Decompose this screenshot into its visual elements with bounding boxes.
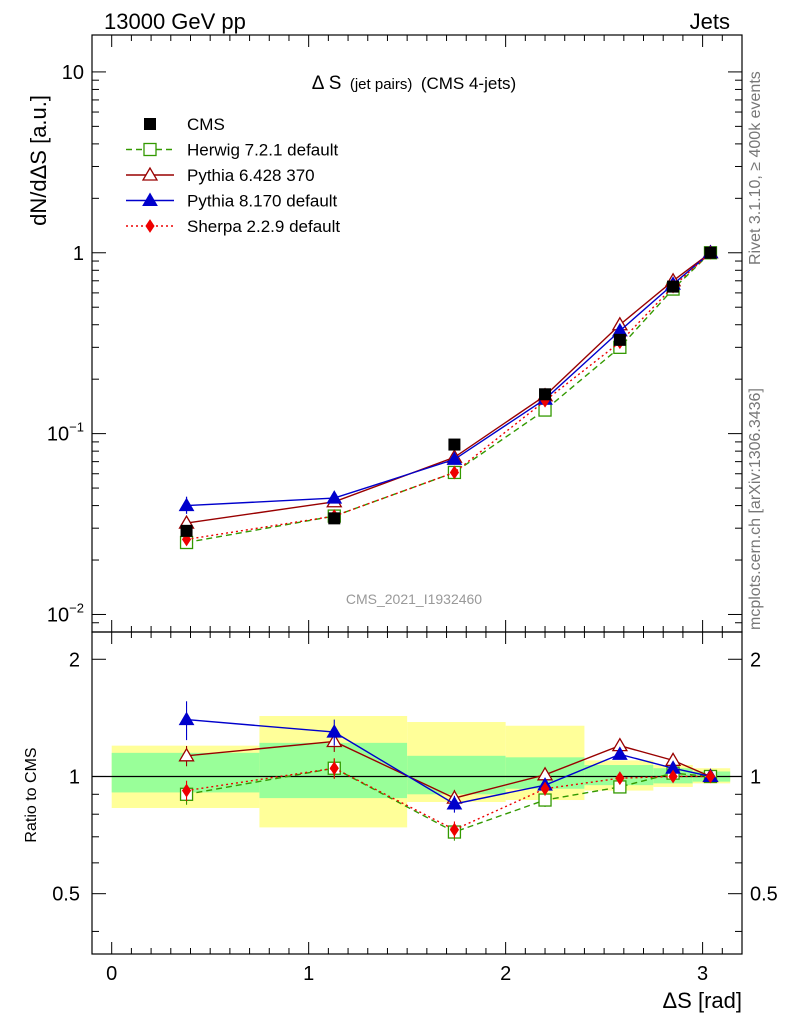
side-label-mcplots: mcplots.cern.ch [arXiv:1306.3436]	[747, 388, 764, 630]
chart-title: Δ S (jet pairs) (CMS 4-jets)	[312, 73, 516, 94]
ratio-marker	[705, 769, 716, 784]
ratio-marker	[449, 822, 460, 837]
legend: CMS Herwig 7.2.1 default Pythia 6.428 370 P…	[126, 115, 340, 236]
header-left: 13000 GeV pp	[104, 9, 246, 34]
x-tick-label: 3	[697, 963, 708, 985]
cms-data-point	[328, 512, 341, 525]
main-series	[178, 244, 719, 550]
ratio-marker	[178, 747, 195, 762]
y-tick-label: 10	[62, 62, 84, 84]
ratio-marker	[615, 771, 625, 786]
cms-data-point	[180, 524, 193, 537]
series-marker	[449, 465, 460, 480]
legend-label: Pythia 8.170 default	[187, 192, 338, 211]
cms-data-point	[667, 280, 680, 293]
legend-label: Sherpa 2.2.9 default	[187, 217, 340, 236]
y-tick-label: 10−1	[47, 420, 84, 446]
ratio-marker	[178, 711, 195, 726]
y-tick-label: 10−2	[47, 600, 84, 626]
main-tick-labels: 10−2 10−1 1 10	[47, 62, 84, 627]
series-line	[186, 252, 711, 544]
title-rest: (CMS 4-jets)	[421, 74, 516, 93]
watermark: CMS_2021_I1932460	[346, 591, 482, 607]
main-ticks	[91, 35, 743, 633]
ratio-marker	[326, 724, 343, 738]
legend-label: CMS	[187, 115, 225, 134]
ratio-marker	[612, 746, 628, 760]
x-tick-label: 1	[303, 963, 314, 985]
ratio-marker	[668, 769, 678, 784]
ratio-band-green	[407, 755, 506, 795]
x-tick-label: 2	[500, 963, 511, 985]
ratio-ticks	[91, 632, 743, 954]
ratio-y-axis-label: Ratio to CMS	[23, 747, 40, 842]
legend-marker	[143, 142, 157, 157]
y-tick-label: 1	[73, 243, 84, 265]
ratio-marker	[540, 781, 550, 796]
ratio-tick-label-right: 1	[750, 766, 761, 788]
cms-data-point	[704, 246, 717, 259]
ratio-tick-label-right: 0.5	[750, 884, 778, 906]
ratio-marker	[329, 761, 339, 776]
x-axis-label: ΔS [rad]	[662, 988, 742, 1013]
title-small: (jet pairs)	[350, 76, 413, 93]
legend-label: Pythia 6.428 370	[187, 166, 315, 185]
legend-marker	[141, 166, 159, 181]
side-label-rivet: Rivet 3.1.10, ≥ 400k events	[747, 71, 764, 265]
series-marker	[326, 490, 343, 504]
ratio-marker	[181, 783, 192, 798]
ratio-tick-label: 1	[69, 766, 80, 788]
ratio-bands	[111, 715, 731, 828]
ratio-marker	[446, 795, 463, 810]
legend-label: Herwig 7.2.1 default	[187, 141, 338, 160]
cms-data-point	[613, 333, 626, 346]
ratio-panel: 0 1 2 3 0.5 0.5 1 1 2 2 Ratio to CMS ΔS [rad]	[23, 631, 778, 1013]
legend-marker	[144, 118, 156, 130]
ratio-series	[178, 701, 719, 841]
header-right: Jets	[690, 9, 730, 34]
cms-data-point	[539, 388, 552, 401]
legend-marker	[142, 192, 158, 206]
cms-data-point	[448, 438, 461, 451]
ratio-tick-label: 0.5	[52, 884, 80, 906]
title-main: Δ S	[312, 73, 342, 94]
series-line	[186, 252, 711, 524]
ratio-marker	[538, 793, 552, 807]
x-tick-label: 0	[106, 963, 117, 985]
y-axis-label: dN/dΔS [a.u.]	[26, 95, 51, 226]
series-marker	[178, 497, 195, 512]
series-line	[186, 252, 711, 541]
ratio-tick-label: 2	[69, 649, 80, 671]
main-panel: 10−2 10−1 1 10 CMS_2021_I1932460 Δ S (jet p…	[26, 34, 743, 633]
ratio-tick-labels: 0 1 2 3 0.5 0.5 1 1 2 2	[52, 649, 778, 985]
ratio-tick-label-right: 2	[750, 649, 761, 671]
series-marker	[446, 451, 463, 465]
legend-marker	[145, 219, 155, 233]
ratio-frame	[91, 631, 743, 955]
